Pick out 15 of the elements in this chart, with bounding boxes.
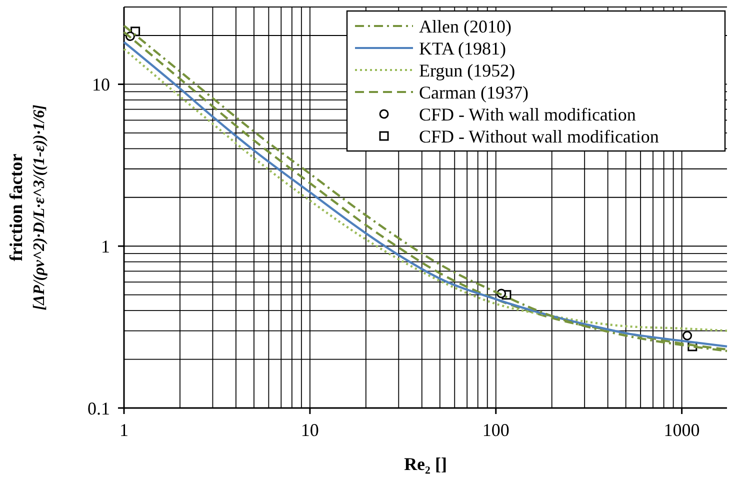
x-tick-label: 100 <box>482 420 510 440</box>
y-tick-label: 0.1 <box>88 398 110 418</box>
x-tick-label: 10 <box>300 420 319 440</box>
legend-label: CFD - With wall modification <box>419 104 636 124</box>
legend-label: CFD - Without wall modification <box>419 126 659 146</box>
x-axis-title: Re₂ [] <box>404 454 447 474</box>
y-axis-title: friction factor [ΔP/(ρv^2)·D/L·ε^3/((1-ε))·1/6] <box>6 104 48 310</box>
y-tick-label: 10 <box>92 74 110 95</box>
y-tick-label: 1 <box>101 236 110 256</box>
x-tick-label: 1 <box>120 420 128 440</box>
legend-label: Carman (1937) <box>419 82 528 102</box>
x-tick-label: 1000 <box>664 420 700 440</box>
legend-label: Ergun (1952) <box>419 60 516 80</box>
legend-label: Allen (2010) <box>419 16 512 36</box>
legend-label: KTA (1981) <box>419 38 506 58</box>
